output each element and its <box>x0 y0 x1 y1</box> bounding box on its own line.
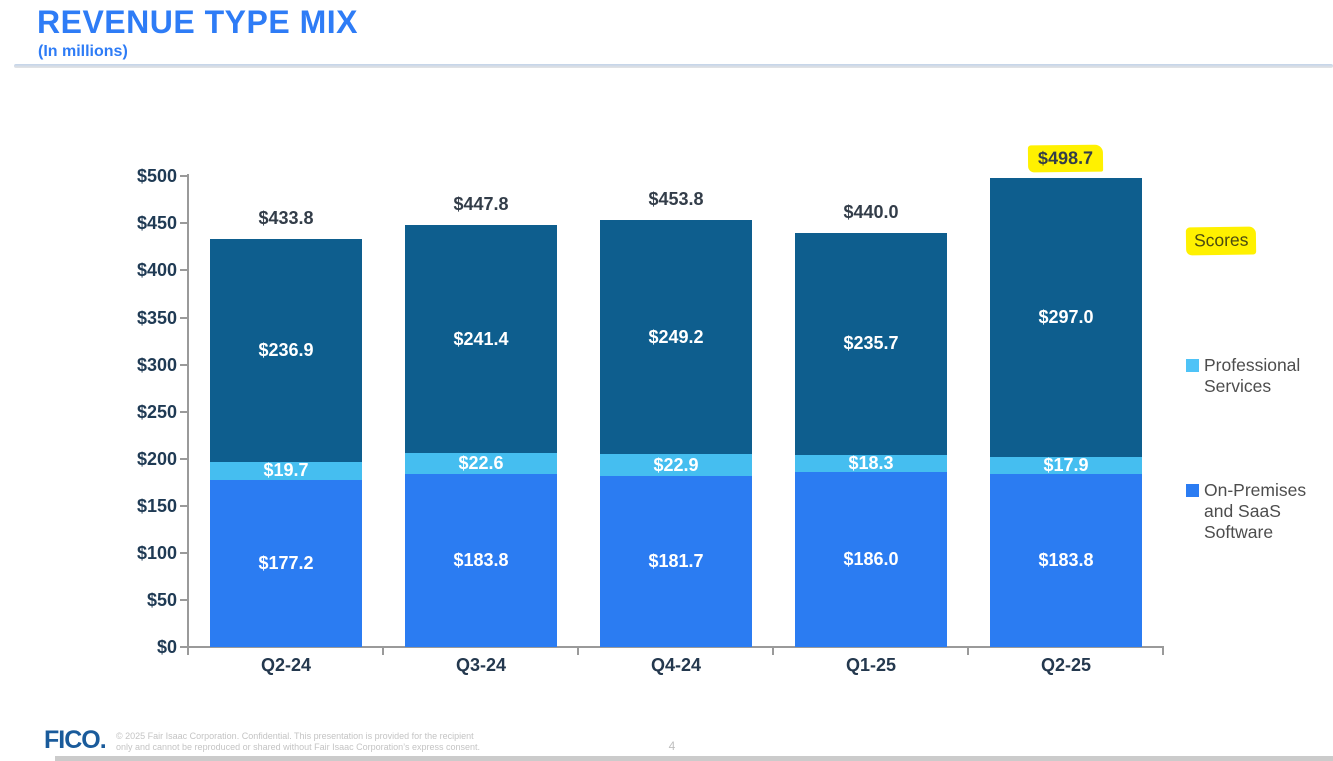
bar-segment-value: $236.9 <box>258 339 314 360</box>
y-axis-tick-label: $100 <box>136 542 177 563</box>
bar-segment-value: $249.2 <box>648 326 704 347</box>
legend-swatch-icon <box>1186 484 1199 497</box>
y-tickmark <box>180 316 187 319</box>
legend-row: Professional Services <box>1186 355 1332 397</box>
slide-bottom-edge <box>55 756 1333 761</box>
legend-item-on-premises-and-saas-software: On-Premises and SaaS Software <box>1186 480 1332 543</box>
bar-segment: $235.7 <box>795 232 947 455</box>
copyright-line-1: © 2025 Fair Isaac Corporation. Confident… <box>116 731 474 741</box>
bar-segment: $19.7 <box>210 460 362 481</box>
y-axis-tick-label: $200 <box>136 448 177 469</box>
bar-segment-value: $22.6 <box>458 452 504 473</box>
y-tickmark <box>180 175 187 178</box>
x-axis-category-label: Q3-24 <box>455 655 507 675</box>
y-axis-tick-label: $500 <box>136 166 177 187</box>
bar-segment-value: $183.8 <box>453 549 509 570</box>
y-axis-tick-label: $0 <box>156 637 177 657</box>
bar-segment: $18.3 <box>795 452 947 473</box>
bar-segment: $183.8 <box>405 473 557 647</box>
bar-segment-value: $235.7 <box>843 333 899 354</box>
y-axis-tick-label: $350 <box>136 307 177 328</box>
bar-segment-value: $18.3 <box>848 452 894 473</box>
y-tickmark <box>180 363 187 366</box>
bar-segment-value: $181.7 <box>648 550 704 571</box>
y-tickmark <box>180 504 187 507</box>
legend-row: Scores <box>1185 226 1257 256</box>
highlighted-total: $498.7 <box>1028 144 1104 172</box>
y-tickmark <box>180 598 187 601</box>
legend-swatch-icon <box>1186 359 1199 372</box>
y-axis-tick-label: $50 <box>146 589 177 610</box>
x-tickmark <box>187 647 189 655</box>
bar-segment: $241.4 <box>405 225 557 453</box>
bar-segment: $22.9 <box>600 454 752 476</box>
page-subtitle: (In millions) <box>38 43 128 60</box>
y-tickmark <box>180 410 187 413</box>
bar-segment: $183.8 <box>990 473 1142 647</box>
bar-segment: $22.6 <box>405 452 557 474</box>
y-tickmark <box>180 646 187 648</box>
x-axis-category-label: Q4-24 <box>650 655 702 675</box>
bar-total-label: $447.8 <box>453 194 509 215</box>
legend-row: On-Premises and SaaS Software <box>1186 480 1332 543</box>
bar-segment-value: $241.4 <box>453 328 509 349</box>
bar-segment: $181.7 <box>600 475 752 647</box>
y-tickmark <box>180 457 187 460</box>
legend-label: Professional Services <box>1204 355 1301 396</box>
title-divider <box>14 64 1333 68</box>
y-tickmark <box>180 551 187 554</box>
y-axis-tick-label: $400 <box>136 260 177 281</box>
x-tickmark <box>382 647 384 655</box>
bar-segment: $249.2 <box>600 219 752 455</box>
bar-segment-value: $177.2 <box>258 553 314 574</box>
x-axis-line <box>187 646 1164 648</box>
bar-total-label: $433.8 <box>258 207 314 228</box>
y-tickmark <box>180 222 187 225</box>
legend-item-professional-services: Professional Services <box>1186 355 1332 397</box>
x-tickmark <box>772 647 774 655</box>
copyright-text: © 2025 Fair Isaac Corporation. Confident… <box>116 731 480 753</box>
x-axis-category-label: Q2-24 <box>260 655 312 675</box>
copyright-line-2: only and cannot be reproduced or shared … <box>116 742 481 752</box>
bar-segment-value: $19.7 <box>263 460 309 481</box>
bar-segment-value: $183.8 <box>1038 549 1094 570</box>
legend-label: Scores <box>1193 229 1249 251</box>
bar-segment-value: $22.9 <box>653 454 699 475</box>
legend-label: On-Premises and SaaS Software <box>1204 480 1307 542</box>
y-axis-tick-label: $250 <box>136 401 177 422</box>
page-title: REVENUE TYPE MIX <box>37 4 358 40</box>
bar-segment: $177.2 <box>210 480 362 647</box>
y-axis-line <box>187 174 189 653</box>
x-axis-category-label: Q2-25 <box>1040 655 1092 675</box>
x-tickmark <box>1162 647 1164 655</box>
bar-segment-value: $17.9 <box>1043 455 1089 476</box>
legend-item-scores: Scores <box>1185 226 1332 256</box>
bar-total-label: $440.0 <box>843 201 899 222</box>
fico-logo: FICO. <box>44 726 107 754</box>
bar-total-label: $498.7 <box>996 144 1136 172</box>
x-axis-category-label: Q1-25 <box>845 655 897 675</box>
bar-segment-value: $186.0 <box>843 548 899 569</box>
x-tickmark <box>577 647 579 655</box>
x-tickmark <box>967 647 969 655</box>
page-number: 4 <box>668 739 676 753</box>
bar-segment: $186.0 <box>795 471 947 647</box>
bar-segment: $297.0 <box>990 177 1142 458</box>
y-axis-tick-label: $150 <box>136 495 177 516</box>
bar-segment: $236.9 <box>210 238 362 462</box>
bar-total-label: $453.8 <box>648 188 704 209</box>
bar-segment-value: $297.0 <box>1038 306 1094 327</box>
y-tickmark <box>180 269 187 272</box>
y-axis-tick-label: $300 <box>136 354 177 375</box>
y-axis-tick-label: $450 <box>136 213 177 234</box>
bar-segment: $17.9 <box>990 455 1142 476</box>
